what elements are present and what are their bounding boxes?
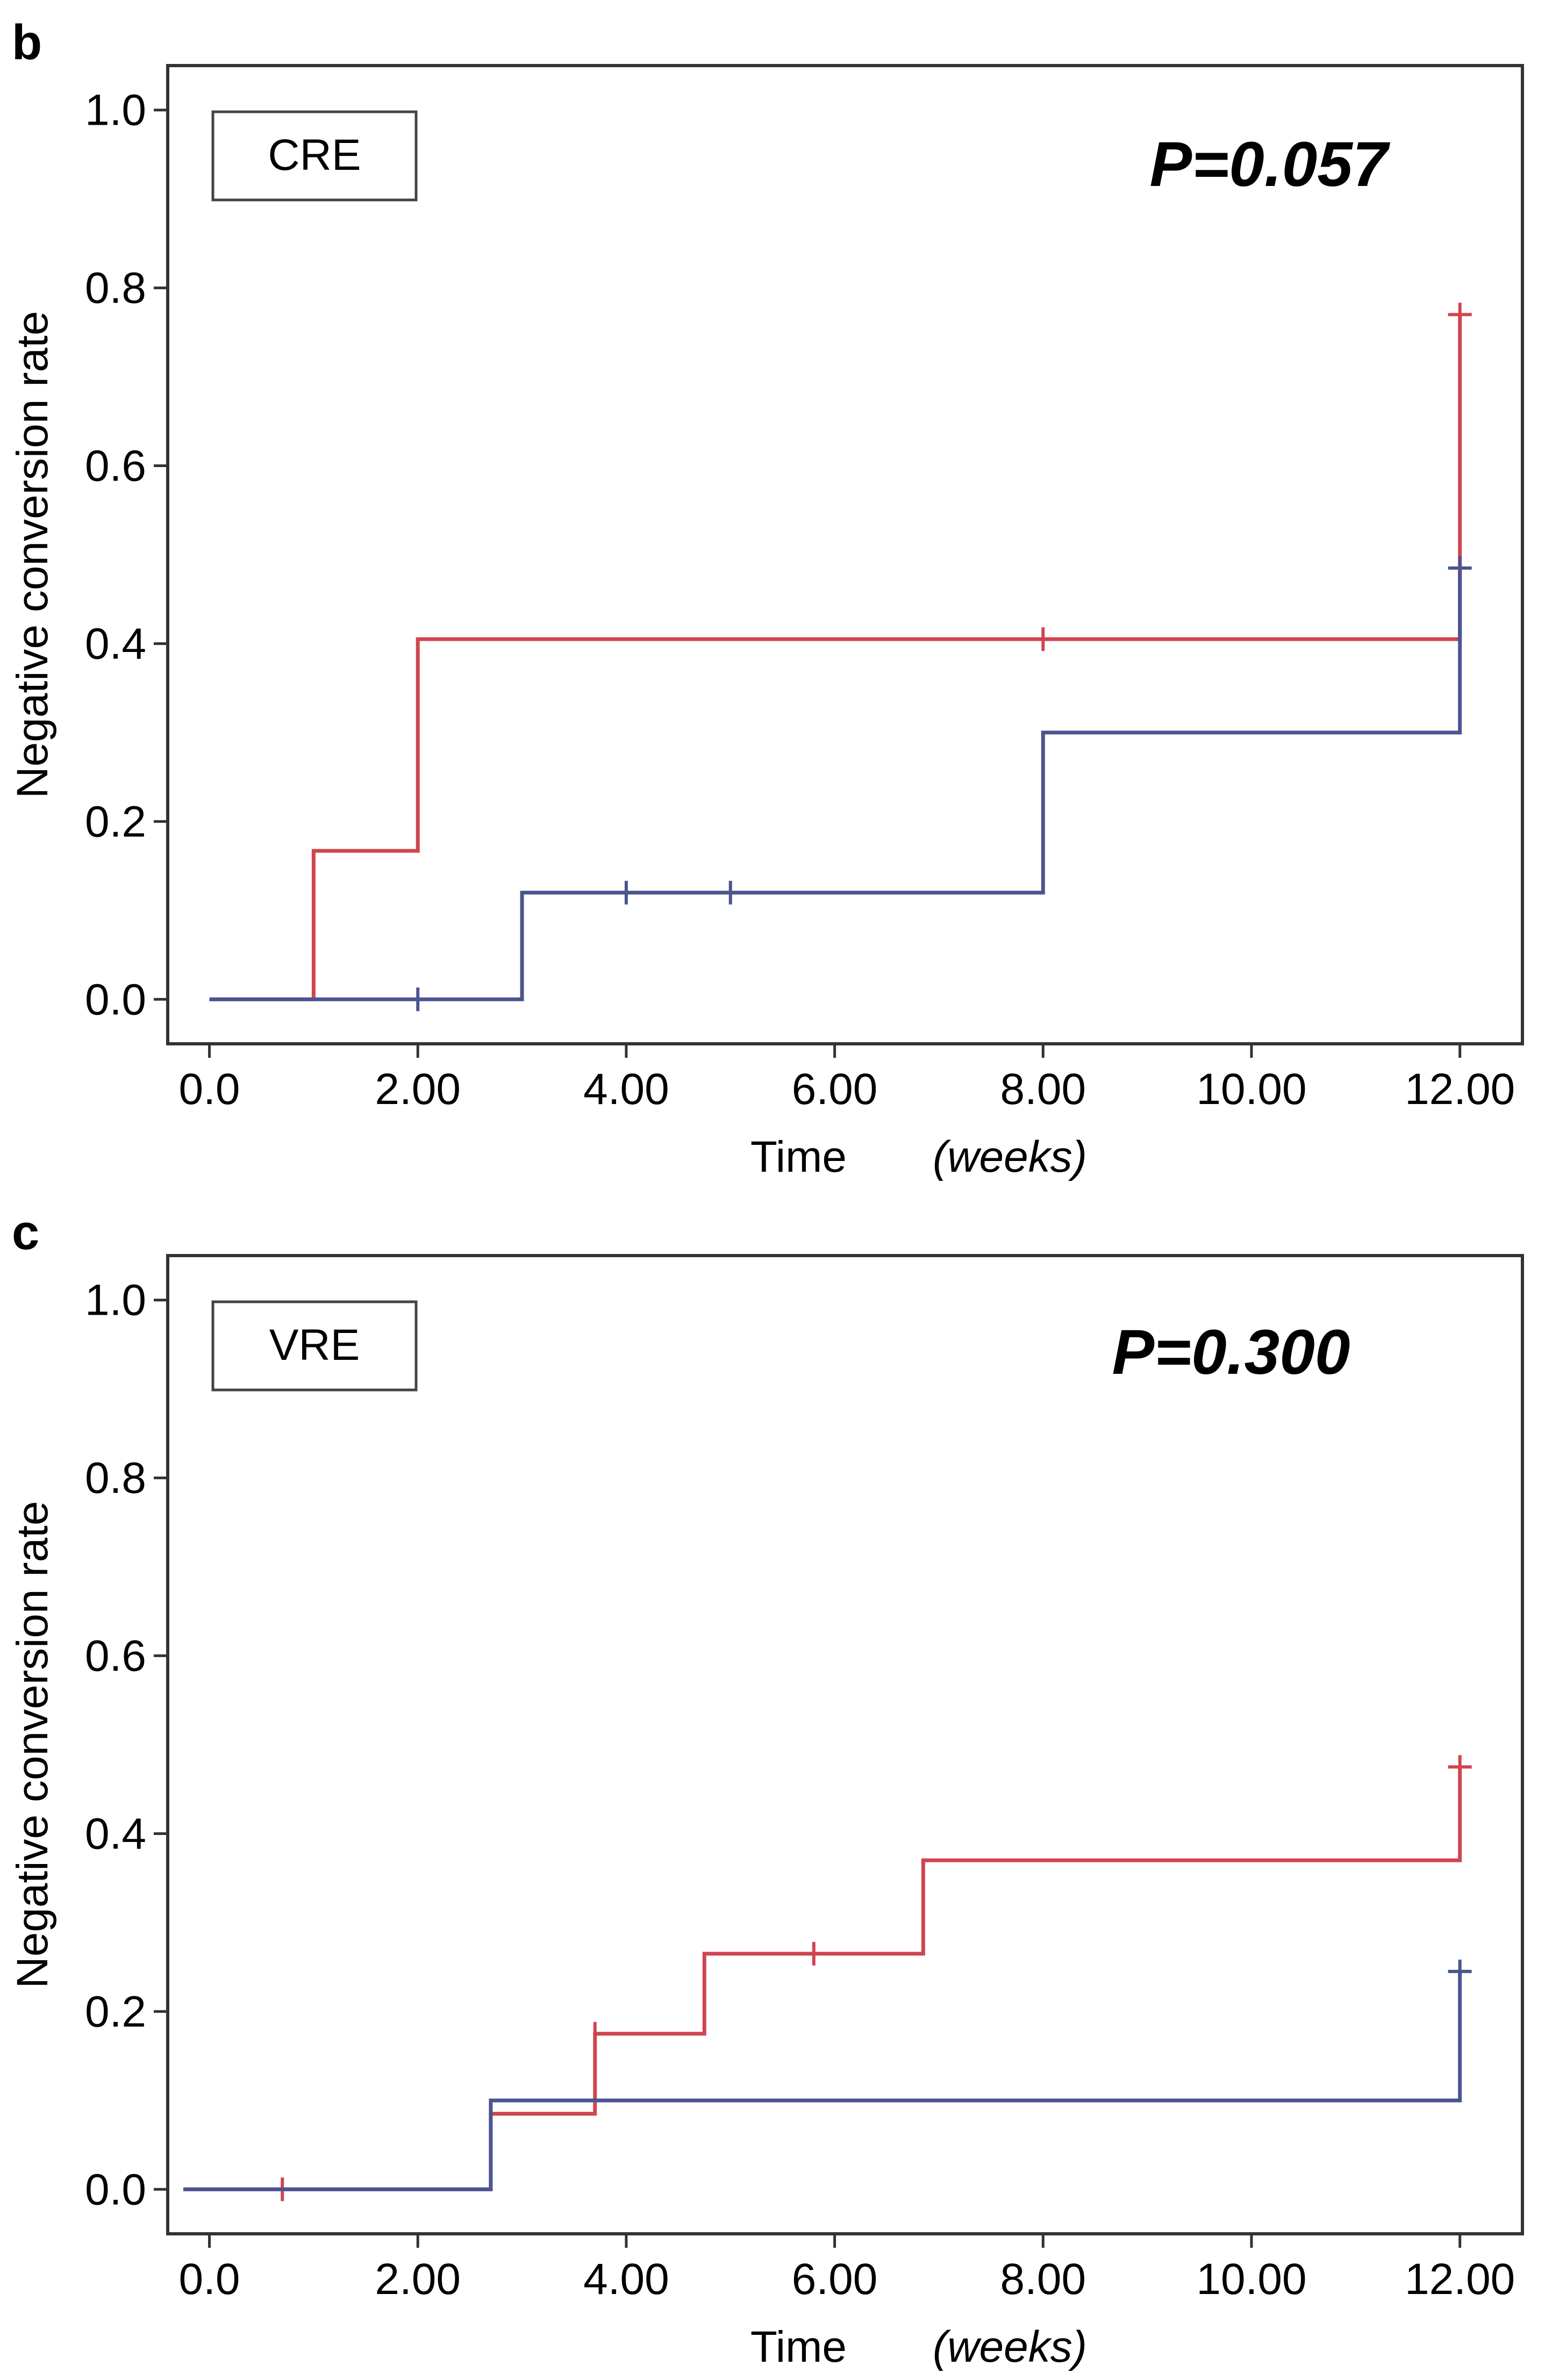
- plot-frame: [166, 64, 1524, 1045]
- x-axis-unit: (weeks): [933, 2322, 1087, 2371]
- x-axis-title: Time: [750, 2322, 847, 2371]
- series-layer: [209, 303, 1472, 1012]
- y-tick-label: 0.6: [85, 442, 146, 491]
- legend-label: VRE: [269, 1321, 360, 1370]
- series-layer: [183, 1755, 1472, 2202]
- y-tick-label: 0.4: [85, 1809, 146, 1858]
- km-series-1-line: [183, 1767, 1462, 2191]
- p-value: P=0.300: [1112, 1317, 1350, 1388]
- x-tick-label: 4.00: [583, 1065, 669, 1114]
- x-tick-label: 2.00: [375, 1065, 461, 1114]
- y-axis: 0.0 0.2 0.4 0.6 0.8 1.0: [85, 86, 168, 1024]
- y-tick-label: 0.8: [85, 1454, 146, 1503]
- y-tick-label: 0.4: [85, 619, 146, 668]
- y-axis-title: Negative conversion rate: [8, 1501, 57, 1988]
- km-series-1-line: [209, 314, 1462, 1001]
- km-series-2-line: [183, 1971, 1462, 2191]
- km-chart-vre: c VRE P=0.300 0.0 0.2 0.4 0.6 0.8 1.0 0.0 2.00…: [8, 1205, 1524, 2371]
- y-axis: 0.0 0.2 0.4 0.6 0.8 1.0: [85, 1276, 168, 2214]
- x-tick-label: 12.00: [1405, 1065, 1515, 1114]
- km-series-2-line: [209, 568, 1462, 1001]
- y-tick-label: 0.8: [85, 264, 146, 313]
- plot-frame: [166, 1254, 1524, 2235]
- x-tick-label: 0.0: [179, 2255, 240, 2304]
- x-tick-label: 0.0: [179, 1065, 240, 1114]
- y-tick-label: 0.0: [85, 975, 146, 1024]
- x-tick-label: 6.00: [792, 2255, 878, 2304]
- x-tick-label: 10.00: [1196, 1065, 1306, 1114]
- y-axis-title: Negative conversion rate: [8, 311, 57, 798]
- x-axis-unit: (weeks): [933, 1132, 1087, 1181]
- x-axis: 0.0 2.00 4.00 6.00 8.00 10.00 12.00: [179, 2234, 1515, 2304]
- legend-label: CRE: [268, 131, 361, 180]
- p-value: P=0.057: [1150, 129, 1391, 200]
- x-tick-label: 4.00: [583, 2255, 669, 2304]
- y-tick-label: 0.6: [85, 1632, 146, 1681]
- y-tick-label: 0.2: [85, 1987, 146, 2036]
- km-chart-cre: b CRE P=0.057 0.0 0.2 0.4 0.6 0.8 1.0 0.0 2.00…: [8, 15, 1524, 1181]
- y-tick-label: 0.2: [85, 797, 146, 846]
- panel-c: c VRE P=0.300 0.0 0.2 0.4 0.6 0.8 1.0 0.0 2.00…: [0, 1190, 1545, 2380]
- panel-letter: c: [12, 1205, 39, 1260]
- x-tick-label: 8.00: [1000, 2255, 1086, 2304]
- legend-box: [211, 1300, 418, 1392]
- panel-b: b CRE P=0.057 0.0 0.2 0.4 0.6 0.8 1.0 0.0 2.00…: [8, 15, 1524, 1181]
- legend-box: [211, 110, 418, 202]
- panel-letter: b: [12, 15, 42, 70]
- x-axis-title: Time: [750, 1132, 847, 1181]
- y-tick-label: 1.0: [85, 86, 146, 135]
- x-tick-label: 12.00: [1405, 2255, 1515, 2304]
- x-tick-label: 10.00: [1196, 2255, 1306, 2304]
- x-tick-label: 2.00: [375, 2255, 461, 2304]
- y-tick-label: 1.0: [85, 1276, 146, 1325]
- x-tick-label: 6.00: [792, 1065, 878, 1114]
- y-tick-label: 0.0: [85, 2165, 146, 2214]
- x-axis: 0.0 2.00 4.00 6.00 8.00 10.00 12.00: [179, 1044, 1515, 1114]
- x-tick-label: 8.00: [1000, 1065, 1086, 1114]
